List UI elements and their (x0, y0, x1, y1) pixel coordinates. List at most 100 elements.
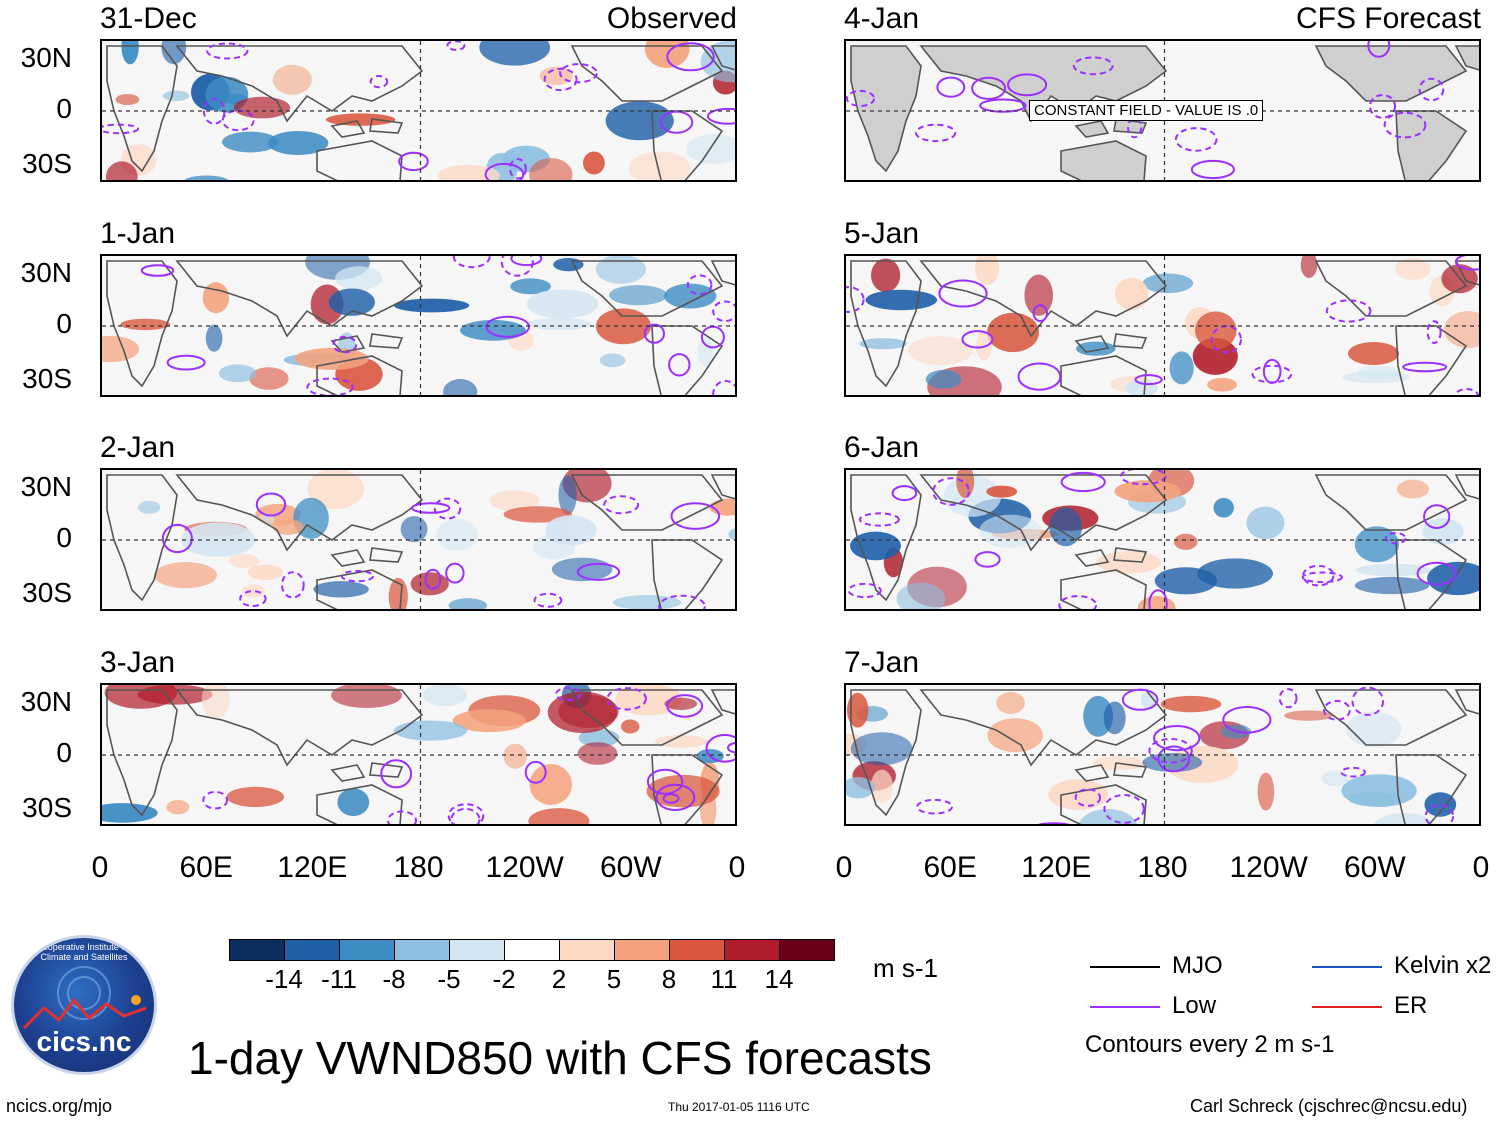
wind-anomaly-shading (976, 330, 993, 361)
wind-anomaly-shading (528, 808, 590, 824)
longitude-label: 120E (277, 851, 348, 884)
low-contour (712, 380, 735, 395)
map-panel (100, 254, 737, 397)
low-contour (846, 90, 876, 107)
coastline (1454, 474, 1479, 500)
legend-line-swatch (1312, 1006, 1382, 1008)
low-contour (1148, 589, 1168, 609)
wind-anomaly-shading (1348, 792, 1401, 807)
coastline (1113, 547, 1148, 563)
coastline (316, 569, 403, 609)
coastline (651, 110, 724, 180)
wind-anomaly-shading (612, 595, 682, 609)
wind-anomaly-shading (503, 506, 572, 523)
colorbar-swatch (284, 939, 340, 961)
low-contour (166, 354, 206, 371)
coastline (570, 689, 724, 746)
low-contour (332, 335, 358, 354)
longitude-label: 120E (1021, 851, 1092, 884)
colorbar-tick-label: -8 (382, 964, 406, 994)
legend-line-swatch (1312, 966, 1382, 968)
low-contour (1367, 41, 1391, 58)
wind-anomaly-shading (974, 256, 1000, 285)
coastline (1454, 689, 1479, 715)
low-contour (1072, 56, 1114, 76)
low-contour (705, 734, 735, 763)
wind-anomaly-shading (1396, 479, 1429, 499)
low-contour (140, 264, 175, 277)
wind-anomaly-shading (1160, 695, 1222, 713)
wind-anomaly-shading (1321, 770, 1350, 787)
low-contour (1402, 361, 1448, 373)
wind-anomaly-shading (595, 256, 646, 284)
wind-anomaly-shading (181, 522, 256, 557)
contour-note: Contours every 2 m s-1 (1085, 1031, 1335, 1058)
footer-url[interactable]: ncics.org/mjo (6, 1096, 113, 1116)
coastline (850, 474, 922, 602)
low-contour (500, 256, 534, 277)
low-contour (380, 759, 413, 789)
longitude-label: 60W (599, 851, 662, 884)
coastline (1113, 118, 1148, 134)
wind-anomaly-shading (272, 64, 312, 95)
wind-anomaly-shading (896, 582, 946, 609)
coastline (710, 474, 735, 500)
low-contour (1037, 822, 1071, 824)
latitude-label: 30S (22, 148, 72, 179)
wind-anomaly-shading (605, 101, 674, 141)
coastline (1454, 45, 1479, 71)
wind-anomaly-shading (325, 113, 396, 126)
wind-anomaly-shading (1257, 772, 1275, 811)
panel-date: 4-Jan (844, 2, 920, 35)
low-contour (660, 110, 694, 134)
wind-anomaly-shading (646, 774, 720, 808)
low-contour (727, 742, 735, 754)
coastline (1314, 260, 1468, 317)
wind-anomaly-shading (1197, 558, 1273, 589)
low-contour (1017, 362, 1062, 391)
latitude-label: 0 (56, 93, 72, 124)
wind-anomaly-shading (664, 283, 717, 309)
wind-anomaly-shading (423, 685, 467, 707)
low-contour (221, 109, 255, 132)
wind-anomaly-shading (448, 598, 487, 609)
low-contour (1074, 788, 1102, 807)
wind-anomaly-shading (621, 719, 640, 734)
low-contour (555, 686, 582, 702)
low-contour (255, 492, 287, 517)
colorbar-tick-label: -14 (265, 964, 303, 994)
wind-anomaly-shading (1444, 311, 1479, 349)
wind-anomaly-shading (1422, 518, 1464, 545)
colorbar-units: m s-1 (873, 953, 938, 983)
wind-anomaly-shading (1213, 498, 1234, 518)
low-contour (1157, 745, 1191, 773)
wind-anomaly-shading (956, 470, 975, 498)
low-contour (509, 158, 527, 180)
colorbar-tick-label: -2 (492, 964, 516, 994)
wind-anomaly-shading (313, 581, 369, 598)
logo-ring-text: Cooperative Institute for Climate and Sa… (36, 942, 132, 962)
low-contour (433, 497, 462, 520)
coastline (710, 45, 735, 71)
wind-anomaly-shading (452, 709, 526, 733)
low-contour (1278, 688, 1298, 709)
wind-anomaly-shading (394, 298, 470, 313)
low-contour (961, 330, 994, 349)
low-contour (1148, 738, 1193, 764)
low-contour (706, 107, 735, 125)
coastline (1074, 549, 1110, 567)
wind-anomaly-shading (437, 164, 501, 180)
coastline (330, 120, 366, 138)
longitude-label: 120W (485, 851, 564, 884)
low-contour (658, 594, 706, 609)
coastline (175, 474, 424, 552)
wind-anomaly-shading (526, 318, 592, 331)
coastline (570, 260, 724, 317)
coastline (175, 689, 424, 767)
coastline (330, 764, 366, 782)
wind-anomaly-shading (987, 718, 1043, 753)
coastline (1113, 333, 1148, 349)
footer-timestamp: Thu 2017-01-05 1116 UTC (668, 1100, 810, 1114)
wind-anomaly-shading (272, 519, 304, 535)
wind-anomaly-shading (558, 475, 577, 515)
